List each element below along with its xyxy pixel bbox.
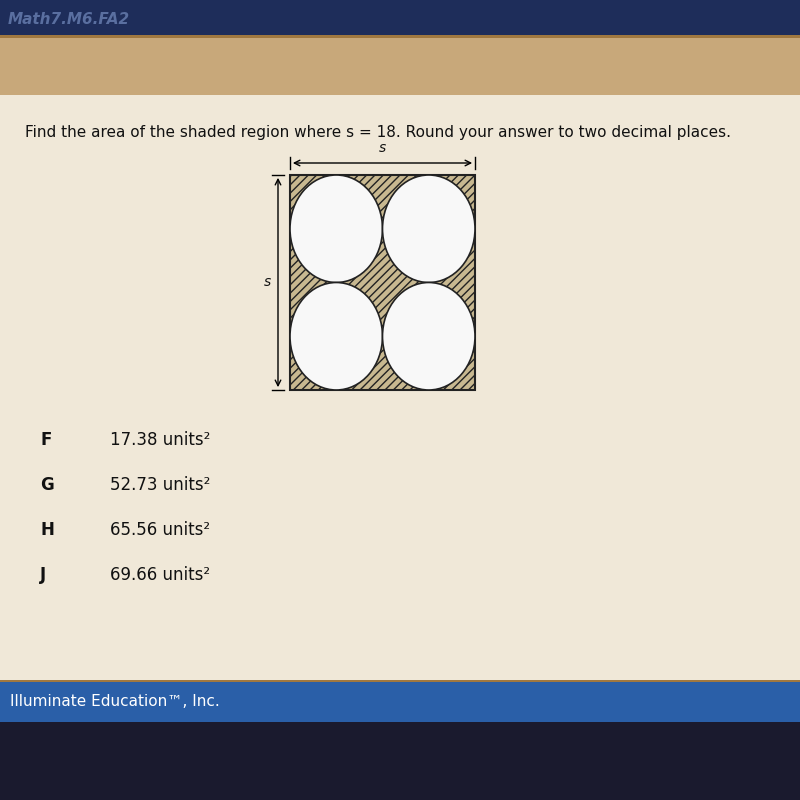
Text: 69.66 units²: 69.66 units² [110, 566, 210, 584]
Text: G: G [40, 476, 54, 494]
Bar [0, 682, 800, 722]
Bar [0, 35, 800, 38]
Bar [0, 680, 800, 682]
Text: Find the area of the shaded region where s = 18. Round your answer to two decima: Find the area of the shaded region where… [25, 125, 731, 140]
Text: Illuminate Education™, Inc.: Illuminate Education™, Inc. [10, 694, 220, 710]
Ellipse shape [382, 282, 475, 390]
Text: 65.56 units²: 65.56 units² [110, 521, 210, 539]
Bar [0, 722, 800, 800]
Ellipse shape [290, 175, 382, 282]
Text: 52.73 units²: 52.73 units² [110, 476, 210, 494]
Bar [0, 95, 800, 680]
Text: H: H [40, 521, 54, 539]
Ellipse shape [290, 282, 382, 390]
Text: Math7.M6.FA2: Math7.M6.FA2 [8, 12, 130, 26]
Text: J: J [40, 566, 46, 584]
Text: s: s [379, 141, 386, 155]
Bar [0, 0, 800, 35]
Text: 17.38 units²: 17.38 units² [110, 431, 210, 449]
Text: F: F [40, 431, 51, 449]
Bar [290, 175, 475, 390]
Ellipse shape [382, 175, 475, 282]
Text: s: s [264, 275, 271, 290]
